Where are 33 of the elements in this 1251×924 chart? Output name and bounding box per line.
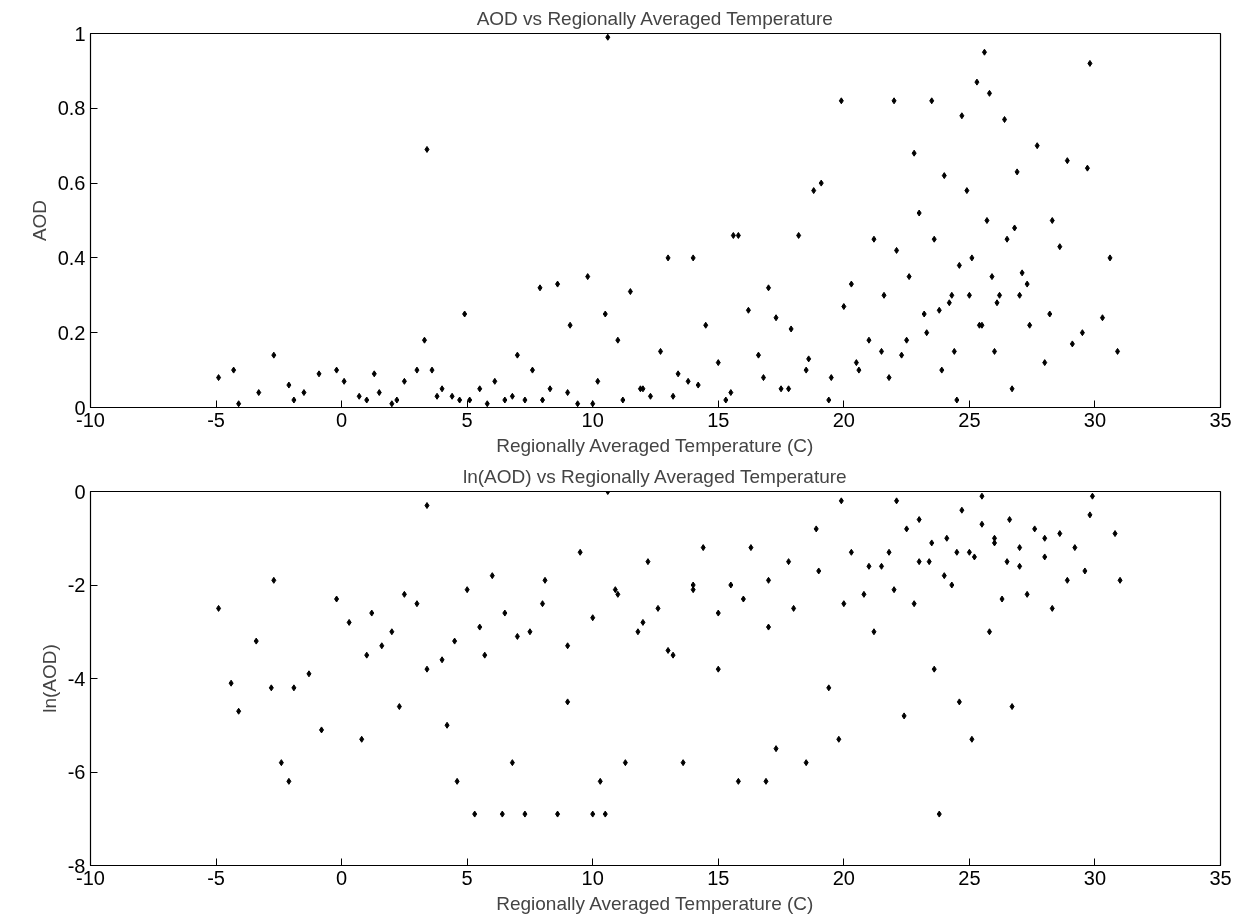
y-axis-title: AOD [28,199,50,242]
y-tick-label: -4 [67,667,86,690]
x-tick-label: 30 [1083,866,1107,889]
x-tick-label: 35 [1209,866,1232,889]
x-tick-label: 0 [336,866,348,889]
x-tick-label: 10 [581,408,604,431]
x-tick-label: 35 [1209,408,1232,431]
chart-title: ln(AOD) vs Regionally Averaged Temperature [462,465,847,487]
x-tick-label: 15 [707,408,730,431]
y-tick-label: -6 [67,761,86,783]
x-tick-label: 25 [958,408,981,431]
x-tick-label: 20 [832,866,855,889]
y-axis-title: ln(AOD) [38,644,60,713]
y-tick-label: 0.8 [57,97,86,120]
y-tick-label: 0.4 [57,246,86,269]
x-tick-label: 15 [707,866,730,889]
x-tick-label: 30 [1083,408,1107,431]
y-tick-label: 1 [74,22,86,45]
y-tick-label: 0 [74,480,86,503]
x-tick-label: 10 [581,866,604,889]
x-tick-label: 20 [832,408,855,431]
y-tick-label: 0.2 [57,321,86,344]
y-tick-label: 0.6 [57,172,86,195]
x-tick-label: 0 [336,408,348,431]
x-tick-label: 5 [461,408,473,431]
x-tick-label: 5 [461,866,473,889]
x-tick-label: 25 [958,866,981,889]
y-tick-label: -2 [67,574,86,596]
x-axis-title: Regionally Averaged Temperature (C) [496,892,814,914]
chart-title: AOD vs Regionally Averaged Temperature [476,7,833,29]
x-axis-title: Regionally Averaged Temperature (C) [496,434,814,456]
x-tick-label: -5 [207,408,225,431]
x-tick-label: -5 [207,866,225,889]
